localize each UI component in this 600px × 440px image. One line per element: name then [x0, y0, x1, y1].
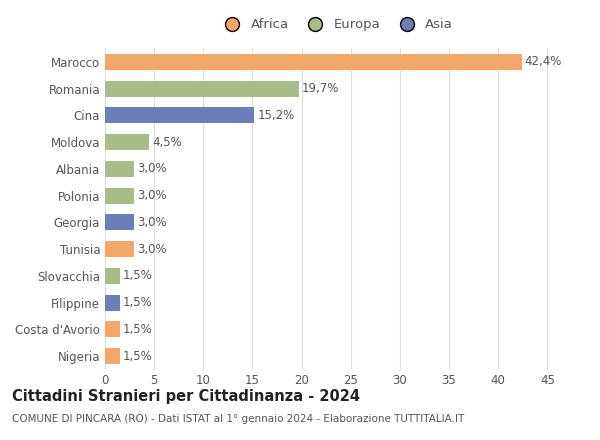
Bar: [105, 321, 120, 337]
Bar: [105, 81, 299, 97]
Text: Cittadini Stranieri per Cittadinanza - 2024: Cittadini Stranieri per Cittadinanza - 2…: [12, 389, 360, 404]
Bar: [105, 187, 134, 204]
Bar: [105, 295, 120, 311]
Text: 42,4%: 42,4%: [525, 55, 562, 68]
Bar: [105, 161, 134, 177]
Bar: [105, 54, 522, 70]
Text: 3,0%: 3,0%: [137, 162, 167, 176]
Text: 1,5%: 1,5%: [122, 296, 152, 309]
Bar: [105, 107, 254, 123]
Text: 3,0%: 3,0%: [137, 242, 167, 256]
Text: 1,5%: 1,5%: [122, 323, 152, 336]
Bar: [105, 241, 134, 257]
Text: 1,5%: 1,5%: [122, 350, 152, 363]
Text: 4,5%: 4,5%: [152, 136, 182, 149]
Text: 15,2%: 15,2%: [257, 109, 295, 122]
Bar: [105, 348, 120, 364]
Bar: [105, 134, 149, 150]
Bar: [105, 268, 120, 284]
Bar: [105, 214, 134, 231]
Legend: Africa, Europa, Asia: Africa, Europa, Asia: [215, 15, 457, 35]
Text: 3,0%: 3,0%: [137, 216, 167, 229]
Text: 3,0%: 3,0%: [137, 189, 167, 202]
Text: 19,7%: 19,7%: [302, 82, 339, 95]
Text: 1,5%: 1,5%: [122, 269, 152, 282]
Text: COMUNE DI PINCARA (RO) - Dati ISTAT al 1° gennaio 2024 - Elaborazione TUTTITALIA: COMUNE DI PINCARA (RO) - Dati ISTAT al 1…: [12, 414, 464, 425]
